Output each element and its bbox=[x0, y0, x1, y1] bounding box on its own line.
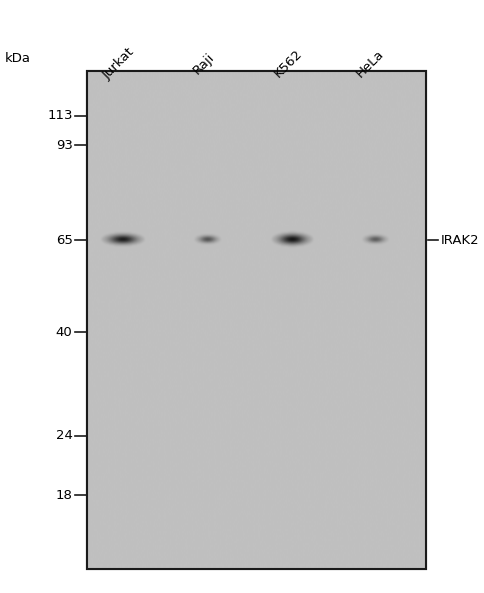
Text: K562: K562 bbox=[272, 47, 305, 80]
Text: 18: 18 bbox=[56, 489, 73, 502]
Text: 65: 65 bbox=[56, 234, 73, 247]
Text: IRAK2: IRAK2 bbox=[440, 234, 479, 247]
Text: 113: 113 bbox=[47, 109, 73, 122]
Text: Raji: Raji bbox=[190, 50, 217, 77]
Text: 24: 24 bbox=[56, 429, 73, 442]
Text: kDa: kDa bbox=[5, 52, 31, 65]
Text: Jurkat: Jurkat bbox=[101, 45, 137, 82]
FancyBboxPatch shape bbox=[87, 71, 426, 569]
Text: 93: 93 bbox=[56, 139, 73, 152]
Text: 40: 40 bbox=[56, 326, 73, 339]
Text: HeLa: HeLa bbox=[354, 47, 387, 80]
